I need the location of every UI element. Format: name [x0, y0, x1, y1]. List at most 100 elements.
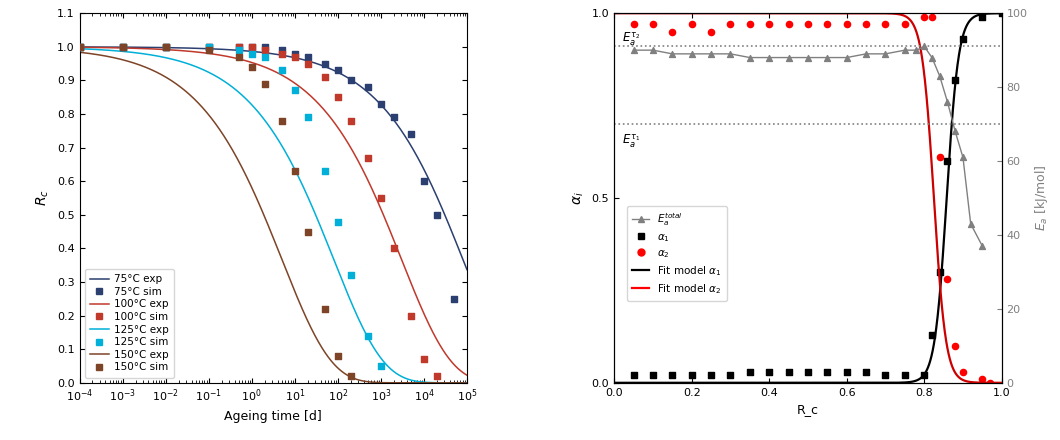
Point [858, 50, 874, 57]
150°C sim [230, 53, 247, 60]
75°C sim [243, 43, 260, 50]
Text: $E_a^{\tau_2}$: $E_a^{\tau_2}$ [622, 31, 640, 48]
150°C exp [339, 371, 352, 377]
100°C sim [273, 50, 290, 57]
Point [780, 368, 797, 375]
100°C sim [386, 245, 403, 252]
100°C sim [71, 43, 88, 50]
Point [923, 13, 940, 20]
125°C sim [359, 332, 376, 339]
75°C sim [257, 43, 273, 50]
Point [741, 21, 758, 28]
75°C sim [200, 43, 217, 50]
Point [722, 372, 739, 379]
Point [799, 21, 816, 28]
125°C exp [383, 364, 395, 370]
150°C sim [299, 228, 316, 235]
150°C sim [286, 168, 303, 175]
Point [799, 368, 816, 375]
Point [644, 21, 661, 28]
X-axis label: Ageing time [d]: Ageing time [d] [225, 410, 322, 423]
Point [761, 54, 778, 61]
Point [947, 342, 964, 349]
100°C sim [114, 43, 131, 50]
Point [877, 372, 894, 379]
150°C sim [114, 43, 131, 50]
125°C sim [257, 53, 273, 60]
125°C sim [316, 168, 333, 175]
100°C sim [243, 43, 260, 50]
Point [838, 21, 855, 28]
100°C sim [200, 43, 217, 50]
Point [684, 372, 701, 379]
Point [916, 43, 933, 50]
Point [684, 50, 701, 57]
Point [761, 21, 778, 28]
75°C exp [244, 48, 257, 54]
100°C sim [230, 43, 247, 50]
75°C exp [339, 74, 352, 79]
Point [703, 372, 720, 379]
Point [625, 372, 642, 379]
150°C sim [200, 47, 217, 54]
125°C sim [71, 43, 88, 50]
150°C exp [383, 380, 395, 385]
Point [819, 21, 836, 28]
X-axis label: R_c: R_c [797, 403, 819, 416]
Point [722, 21, 739, 28]
125°C exp [244, 100, 257, 106]
125°C sim [330, 218, 347, 225]
150°C exp [112, 56, 125, 62]
Point [722, 50, 739, 57]
75°C sim [372, 100, 389, 107]
Point [932, 268, 949, 275]
Point [684, 21, 701, 28]
Line: 75°C exp: 75°C exp [80, 47, 467, 270]
Point [877, 50, 894, 57]
75°C exp [461, 267, 474, 272]
100°C sim [157, 43, 174, 50]
125°C exp [230, 88, 243, 93]
Point [664, 372, 681, 379]
Point [932, 154, 949, 161]
Point [923, 331, 940, 338]
Point [974, 242, 991, 249]
100°C exp [112, 45, 125, 51]
Point [664, 50, 681, 57]
Point [954, 368, 971, 375]
150°C exp [375, 380, 388, 385]
Point [916, 372, 933, 379]
100°C sim [299, 60, 316, 67]
125°C exp [461, 380, 474, 385]
Point [954, 154, 971, 161]
Text: $E_a^{\tau_1}$: $E_a^{\tau_1}$ [622, 132, 640, 150]
75°C sim [445, 295, 462, 302]
75°C sim [286, 50, 303, 57]
150°C exp [73, 50, 86, 55]
Point [780, 21, 797, 28]
100°C sim [286, 53, 303, 60]
75°C exp [230, 48, 243, 53]
150°C sim [257, 80, 273, 87]
150°C sim [316, 305, 333, 312]
Point [877, 21, 894, 28]
Point [761, 368, 778, 375]
Point [838, 54, 855, 61]
Point [947, 128, 964, 135]
Point [819, 368, 836, 375]
Point [703, 28, 720, 35]
100°C exp [244, 59, 257, 65]
Point [993, 10, 1010, 17]
Point [897, 47, 914, 54]
125°C exp [73, 46, 86, 51]
150°C exp [461, 380, 474, 385]
Point [974, 376, 991, 383]
Line: 150°C exp: 150°C exp [80, 52, 467, 383]
75°C sim [230, 43, 247, 50]
Y-axis label: $E_a$ [kJ/mol]: $E_a$ [kJ/mol] [1034, 165, 1050, 231]
125°C sim [114, 43, 131, 50]
100°C sim [416, 356, 432, 363]
100°C exp [230, 55, 243, 61]
Line: 125°C exp: 125°C exp [80, 49, 467, 383]
125°C exp [339, 286, 352, 291]
